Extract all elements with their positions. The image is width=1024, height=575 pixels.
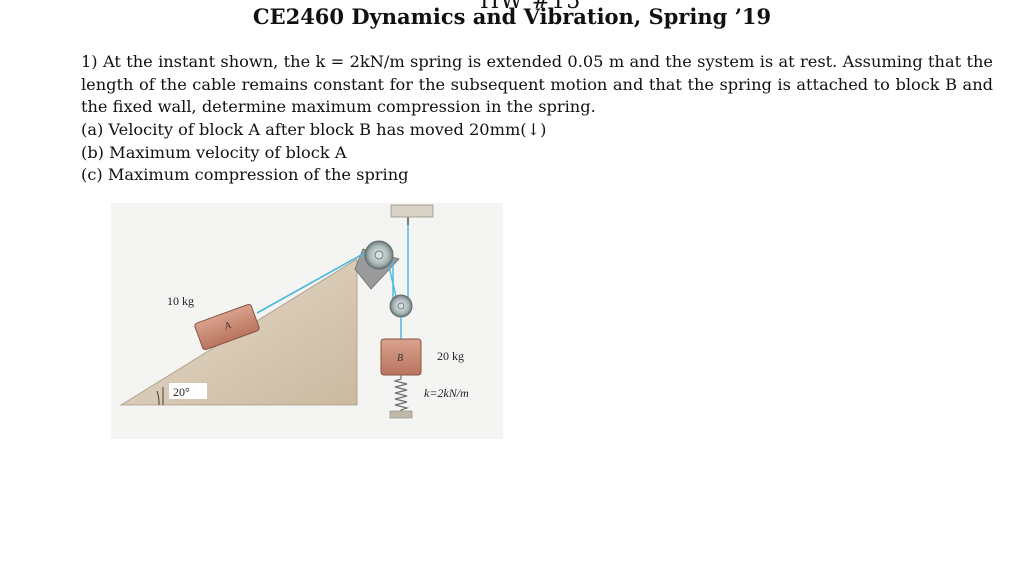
block-b-label: B [397,353,403,364]
angle-label: 20° [173,385,190,399]
ground-block [389,410,413,419]
block-a: A [194,303,260,351]
ceiling-support [390,204,434,218]
problem-figure: 20° A 10 kg B 20 kg k=2kN/m [111,203,503,439]
part-a: (a) Velocity of block A after block B ha… [81,120,547,139]
angle-label-bg [169,383,207,399]
cable-incline [256,244,380,314]
block-b-mass-label: 20 kg [437,349,464,363]
spring [392,375,410,414]
pulley-incline-diagram: 20° A 10 kg B 20 kg k=2kN/m [111,203,503,439]
part-c: (c) Maximum compression of the spring [81,165,409,185]
hw-heading-cut: HW #15 [480,0,582,14]
page-title: CE2460 Dynamics and Vibration, Spring ’1… [252,4,772,29]
angle-arc [156,390,160,406]
problem-text: 1) At the instant shown, the k = 2kN/m s… [81,52,993,117]
spring-label: k=2kN/m [424,386,469,400]
problem-parts: (a) Velocity of block A after block B ha… [81,119,547,187]
lower-pulley-axle [397,302,405,310]
block-a-label: A [222,320,233,333]
block-a-mass-label: 10 kg [167,294,194,308]
part-b: (b) Maximum velocity of block A [81,142,347,162]
problem-statement: 1) At the instant shown, the k = 2kN/m s… [81,51,993,119]
top-pulley-axle [374,250,384,260]
